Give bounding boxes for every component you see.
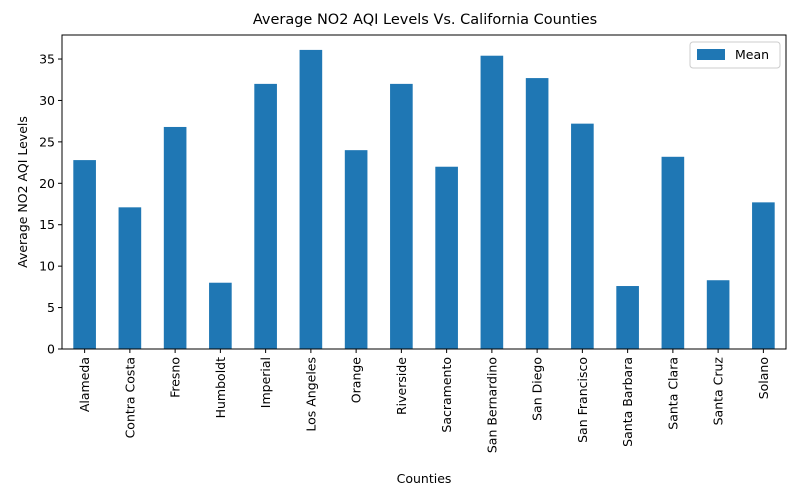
x-axis: Alameda Contra Costa Fresno Humboldt Imperia…: [77, 349, 771, 453]
legend: Mean: [689, 41, 781, 69]
x-tick-label: Santa Barbara: [620, 357, 635, 447]
bar: [525, 78, 549, 349]
bar: [163, 126, 187, 350]
bar: [706, 280, 730, 349]
bar: [480, 55, 504, 350]
y-tick-label: 5: [47, 300, 55, 315]
x-tick-label: Solano: [756, 357, 771, 399]
y-tick-label: 10: [39, 259, 55, 274]
legend-box: [689, 41, 781, 69]
x-tick-label: Humboldt: [213, 357, 228, 418]
y-tick-label: 15: [39, 217, 55, 232]
legend-swatch: [697, 49, 725, 60]
y-tick-label: 35: [39, 52, 55, 67]
y-tick-label: 20: [39, 176, 55, 191]
bar: [118, 207, 142, 349]
x-tick-label: Sacramento: [439, 357, 454, 433]
y-axis-label: Average NO2 AQI Levels: [15, 116, 30, 268]
x-tick-label: Riverside: [394, 357, 409, 415]
bar: [752, 202, 775, 349]
plot-frame: [61, 34, 787, 350]
bar: [616, 286, 639, 349]
x-axis-label: Counties: [397, 471, 452, 486]
x-tick-label: Contra Costa: [122, 357, 137, 438]
x-tick-label: San Bernardino: [484, 357, 499, 453]
x-tick-label: Santa Clara: [665, 357, 680, 430]
x-tick-label: Los Angeles: [303, 357, 318, 432]
x-tick-label: Fresno: [168, 357, 183, 398]
bar: [390, 83, 413, 349]
x-tick-label: San Francisco: [575, 357, 590, 443]
x-tick-label: Imperial: [258, 357, 273, 408]
bar: [209, 282, 232, 349]
bar: [661, 156, 685, 349]
bar: [299, 49, 323, 349]
x-tick-label: San Diego: [530, 357, 545, 421]
x-tick-label: Santa Cruz: [711, 357, 726, 426]
y-tick-label: 0: [47, 342, 55, 357]
chart-title: Average NO2 AQI Levels Vs. California Co…: [253, 12, 597, 28]
legend-label: Mean: [735, 47, 769, 62]
bar: [254, 83, 277, 349]
bar: [435, 166, 458, 349]
bars-layer: [73, 49, 775, 350]
bar: [73, 160, 96, 349]
bar: [344, 150, 368, 349]
x-tick-label: Orange: [349, 357, 364, 403]
bar: [571, 123, 594, 350]
y-tick-label: 25: [39, 134, 55, 149]
x-tick-label: Alameda: [77, 357, 92, 412]
y-axis: 0 5 10 15 20 25 30 35: [39, 52, 62, 357]
y-tick-label: 30: [39, 93, 55, 108]
